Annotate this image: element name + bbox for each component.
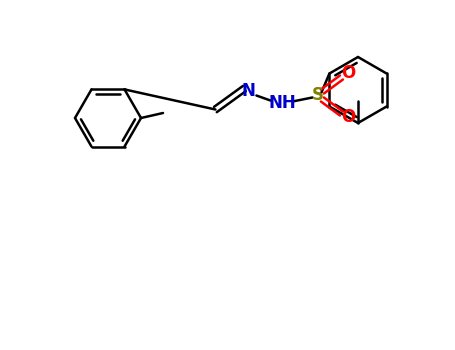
Text: N: N [242,83,255,100]
Text: O: O [341,108,355,126]
Text: O: O [341,64,355,83]
Text: S: S [311,86,324,105]
Text: NH: NH [268,94,296,112]
